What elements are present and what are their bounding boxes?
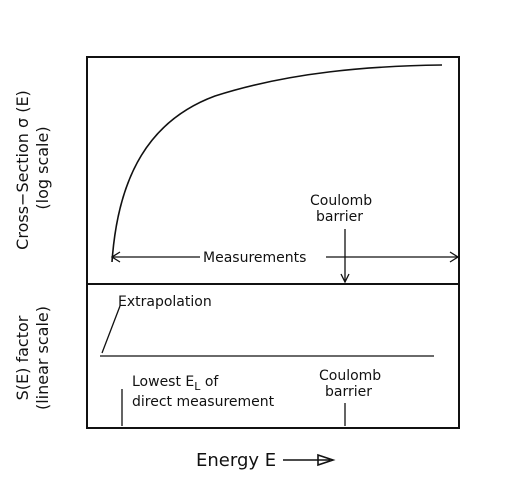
- measurements-right-arrowhead: [449, 251, 460, 263]
- top-coulomb-label-line1: Coulomb: [310, 193, 372, 209]
- lowest-el-label-line2: direct measurement: [132, 394, 275, 410]
- top-coulomb-arrowhead: [340, 273, 350, 284]
- bottom-y-label-line2: (linear scale): [33, 306, 52, 410]
- extrapolation-pointer: [101, 305, 121, 354]
- bottom-coulomb-label-line2: barrier: [325, 384, 372, 400]
- cross-section-curve: [111, 64, 443, 263]
- lowest-el-subscript: L: [194, 380, 201, 393]
- top-y-label-line1: Cross−Section σ (E): [13, 90, 32, 250]
- x-axis-arrowhead: [317, 453, 336, 467]
- lowest-el-label-line1: Lowest EL of: [132, 374, 219, 393]
- measurements-left-arrowhead: [110, 251, 121, 263]
- bottom-y-label-line1: S(E) factor: [13, 315, 32, 400]
- top-y-label-line2: (log scale): [33, 126, 52, 209]
- top-coulomb-label-line2: barrier: [316, 209, 363, 225]
- lowest-el-suffix: of: [200, 374, 219, 390]
- x-axis-label: Energy E: [196, 450, 276, 471]
- lowest-el-prefix: Lowest E: [132, 374, 194, 390]
- measurements-label: Measurements: [203, 250, 306, 266]
- bottom-coulomb-label-line1: Coulomb: [319, 368, 381, 384]
- bottom-panel-frame: [86, 283, 460, 429]
- extrapolation-label: Extrapolation: [118, 294, 212, 310]
